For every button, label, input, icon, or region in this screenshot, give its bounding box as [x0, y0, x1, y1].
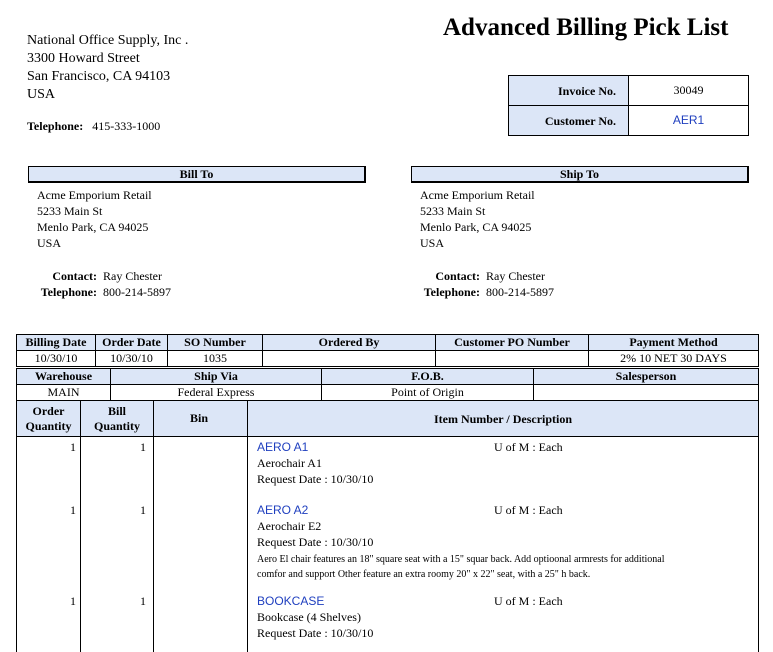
- column-header: Billing Date: [16, 334, 96, 351]
- column-header: Salesperson: [533, 368, 759, 385]
- telephone: 800-214-5897: [103, 285, 171, 299]
- item-number: AERO A1: [257, 440, 309, 454]
- ship-address: Acme Emporium Retail 5233 Main St Menlo …: [420, 187, 535, 251]
- order-date: 10/30/10: [95, 350, 168, 367]
- column-header: SO Number: [167, 334, 263, 351]
- address-line: National Office Supply, Inc .: [27, 33, 189, 48]
- invoice-no: 30049: [628, 75, 749, 106]
- empty-cell: [533, 384, 759, 401]
- telephone: 415-333-1000: [92, 119, 161, 133]
- header-text: Bill Quantity: [93, 404, 140, 433]
- column-line: [16, 436, 17, 652]
- address-line: San Francisco, CA 94103: [27, 69, 171, 84]
- item-number: BOOKCASE: [257, 594, 325, 608]
- customer-no: AER1: [628, 105, 749, 136]
- header-text: Order Quantity: [25, 404, 72, 433]
- notes: Aero El chair features an 18" square sea…: [257, 554, 665, 580]
- description: Aerochair E2: [257, 519, 322, 533]
- address-line: USA: [27, 87, 56, 102]
- section-header: Bill To: [28, 166, 366, 183]
- address-line: USA: [420, 236, 445, 250]
- billing-date: 10/30/10: [16, 350, 96, 367]
- address-line: USA: [37, 236, 62, 250]
- address-line: 5233 Main St: [37, 204, 103, 218]
- description: Bookcase (4 Shelves): [257, 610, 361, 624]
- bill-contact: Contact: Ray Chester Telephone: 800-214-…: [20, 268, 171, 300]
- bill-qty: 1: [140, 594, 146, 608]
- request-date: Request Date : 10/30/10: [257, 626, 374, 640]
- title: Advanced Billing Pick List: [443, 14, 729, 41]
- payment-method: 2% 10 NET 30 DAYS: [588, 350, 759, 367]
- ship-contact: Contact: Ray Chester Telephone: 800-214-…: [403, 268, 554, 300]
- bill-qty: 1: [140, 440, 146, 454]
- column-header: Order Date: [95, 334, 168, 351]
- order-qty: 1: [70, 594, 76, 608]
- column-header: Payment Method: [588, 334, 759, 351]
- column-line: [247, 436, 248, 652]
- so-number: 1035: [167, 350, 263, 367]
- item-number: AERO A2: [257, 503, 309, 517]
- warehouse: MAIN: [16, 384, 111, 401]
- address-line: Menlo Park, CA 94025: [37, 220, 149, 234]
- column-line: [153, 436, 154, 652]
- column-header: Bill Quantity: [80, 400, 154, 437]
- address-line: 3300 Howard Street: [27, 51, 140, 66]
- company-address: National Office Supply, Inc . 3300 Howar…: [27, 32, 188, 104]
- column-header: F.O.B.: [321, 368, 534, 385]
- address-line: Menlo Park, CA 94025: [420, 220, 532, 234]
- ship-via: Federal Express: [110, 384, 322, 401]
- address-line: 5233 Main St: [420, 204, 486, 218]
- column-header: Ordered By: [262, 334, 436, 351]
- contact: Ray Chester: [103, 269, 162, 283]
- uom: U of M : Each: [494, 594, 563, 608]
- column-header: Ship Via: [110, 368, 322, 385]
- order-qty: 1: [70, 440, 76, 454]
- request-date: Request Date : 10/30/10: [257, 472, 374, 486]
- column-header: Warehouse: [16, 368, 111, 385]
- contact: Ray Chester: [486, 269, 545, 283]
- column-header: Item Number / Description: [247, 400, 759, 437]
- section-header: Ship To: [411, 166, 749, 183]
- empty-cell: [262, 350, 436, 367]
- column-header: Customer PO Number: [435, 334, 589, 351]
- telephone: 800-214-5897: [486, 285, 554, 299]
- label: Telephone:: [423, 285, 480, 299]
- column-header: Order Quantity: [16, 400, 81, 437]
- label: Telephone:: [27, 119, 84, 133]
- column-header: Bin: [153, 400, 248, 437]
- label: Invoice No.: [508, 75, 629, 106]
- column-line: [758, 436, 759, 652]
- description: Aerochair A1: [257, 456, 322, 470]
- uom: U of M : Each: [494, 440, 563, 454]
- bill-qty: 1: [140, 503, 146, 517]
- address-line: Acme Emporium Retail: [37, 188, 152, 202]
- label: Contact:: [52, 269, 97, 283]
- order-qty: 1: [70, 503, 76, 517]
- label: Telephone:: [40, 285, 97, 299]
- fob: Point of Origin: [321, 384, 534, 401]
- column-line: [80, 436, 81, 652]
- bill-address: Acme Emporium Retail 5233 Main St Menlo …: [37, 187, 152, 251]
- empty-cell: [435, 350, 589, 367]
- label: Contact:: [435, 269, 480, 283]
- uom: U of M : Each: [494, 503, 563, 517]
- address-line: Acme Emporium Retail: [420, 188, 535, 202]
- label: Customer No.: [508, 105, 629, 136]
- request-date: Request Date : 10/30/10: [257, 535, 374, 549]
